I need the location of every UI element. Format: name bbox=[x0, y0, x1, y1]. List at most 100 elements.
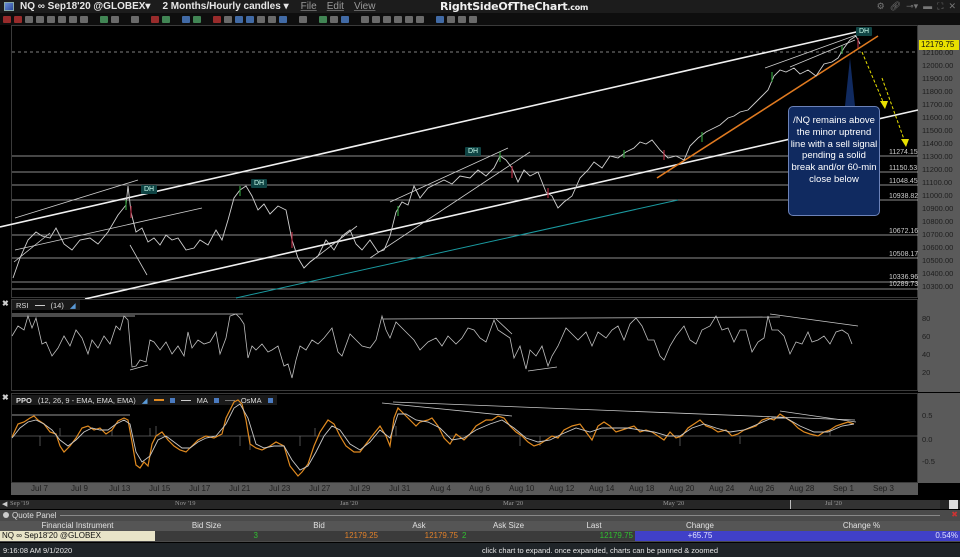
circle-icon[interactable] bbox=[69, 15, 77, 23]
maximize-icon[interactable]: ⛶ bbox=[937, 1, 944, 11]
ppo-edit-icon[interactable]: ◢ bbox=[141, 395, 148, 405]
level-label: 10336.96 bbox=[889, 274, 919, 281]
ppo-axis[interactable]: 0.5 0.0 -0.5 bbox=[918, 393, 960, 483]
rsi-axis[interactable]: 80 60 40 20 bbox=[918, 299, 960, 392]
mountain-icon[interactable] bbox=[182, 15, 190, 23]
chart-toolbar bbox=[0, 13, 960, 25]
ppo-toggle-icon[interactable] bbox=[169, 397, 175, 403]
time-tick: Sep 1 bbox=[833, 484, 854, 493]
rsi-legend[interactable]: RSI (14) ◢ bbox=[12, 300, 80, 310]
collapse-icon[interactable] bbox=[3, 512, 9, 518]
time-tick: Jul 27 bbox=[309, 484, 331, 493]
quote-row[interactable]: NQ ∞ Sep18'20 @GLOBEX 3 12179.25 12179.7… bbox=[0, 531, 960, 541]
price-tick: 11000.00 bbox=[922, 191, 953, 200]
fib-icon[interactable] bbox=[319, 15, 327, 23]
rsi-close-icon[interactable]: ✖ bbox=[2, 299, 9, 308]
filter2-icon[interactable] bbox=[299, 15, 307, 23]
quote-panel-label: Quote Panel bbox=[12, 510, 57, 520]
rsi-edit-icon[interactable]: ◢ bbox=[69, 300, 76, 310]
header-bid-size[interactable]: Bid Size bbox=[191, 521, 222, 530]
scroll-right-icon[interactable] bbox=[394, 15, 402, 23]
zoom-out-icon[interactable] bbox=[372, 15, 380, 23]
header-change-pct[interactable]: Change % bbox=[842, 521, 881, 530]
more-icon[interactable] bbox=[469, 15, 477, 23]
ppo-legend[interactable]: PPO (12, 26, 9 - EMA, EMA, EMA) ◢ MA OsM… bbox=[12, 395, 277, 405]
price-tick: 10800.00 bbox=[922, 217, 954, 226]
fit-icon[interactable] bbox=[405, 15, 413, 23]
chart-type-icon[interactable] bbox=[100, 15, 108, 23]
redo-icon[interactable] bbox=[268, 15, 276, 23]
pan-icon[interactable] bbox=[25, 15, 33, 23]
ma-toggle-icon[interactable] bbox=[213, 397, 219, 403]
globe-icon[interactable] bbox=[58, 15, 66, 23]
menu-view[interactable]: View bbox=[353, 1, 376, 12]
refresh-icon[interactable] bbox=[279, 15, 287, 23]
level-label: 10672.16 bbox=[889, 228, 919, 235]
history-scroller[interactable]: ◀ Sep '19 Nov '19 Jan '20 Mar '20 May '2… bbox=[0, 500, 960, 509]
scroller-label: May '20 bbox=[663, 500, 685, 507]
period-selector[interactable]: 2 Months/Hourly candles ▾ bbox=[162, 1, 289, 12]
scroll-left-arrow-icon[interactable]: ◀ bbox=[2, 501, 8, 508]
symbol-selector[interactable]: NQ ∞ Sep18'20 @GLOBEX▾ bbox=[20, 1, 151, 12]
quote-panel-close-icon[interactable]: ✖ bbox=[951, 510, 958, 519]
text-icon[interactable] bbox=[235, 15, 243, 23]
header-last[interactable]: Last bbox=[586, 521, 602, 530]
channel-icon[interactable] bbox=[341, 15, 349, 23]
filter-icon[interactable] bbox=[131, 15, 139, 23]
data-icon[interactable] bbox=[436, 15, 444, 23]
rsi-tick: 60 bbox=[922, 332, 931, 341]
ppo-close-icon[interactable]: ✖ bbox=[2, 393, 9, 402]
zoom-in-icon[interactable] bbox=[361, 15, 369, 23]
settings-icon[interactable]: ⚙ bbox=[876, 1, 885, 11]
scroll-left-icon[interactable] bbox=[383, 15, 391, 23]
price-tick: 12000.00 bbox=[922, 61, 954, 70]
scroller-label: Nov '19 bbox=[175, 500, 196, 507]
undo-icon[interactable] bbox=[257, 15, 265, 23]
trendline-icon[interactable] bbox=[330, 15, 338, 23]
dot-icon[interactable] bbox=[193, 15, 201, 23]
price-tick: 11800.00 bbox=[922, 87, 953, 96]
pin-icon[interactable]: ⊸▾ bbox=[906, 1, 919, 11]
price-tick: 10600.00 bbox=[922, 243, 954, 252]
dh-marker: DH bbox=[141, 185, 158, 194]
price-pane[interactable] bbox=[11, 25, 918, 298]
header-ask[interactable]: Ask bbox=[412, 521, 426, 530]
header-bid[interactable]: Bid bbox=[313, 521, 325, 530]
image-icon[interactable] bbox=[80, 15, 88, 23]
menu-file[interactable]: File bbox=[300, 1, 317, 12]
close-chart-icon[interactable] bbox=[3, 15, 11, 23]
crosshair-icon[interactable] bbox=[14, 15, 22, 23]
header-instrument[interactable]: Financial Instrument bbox=[41, 521, 114, 530]
bars-icon[interactable] bbox=[162, 15, 170, 23]
minimize-icon[interactable]: ▬ bbox=[923, 1, 933, 11]
header-change[interactable]: Change bbox=[685, 521, 715, 530]
quote-panel-title[interactable]: Quote Panel bbox=[3, 510, 56, 520]
level-label: 10289.73 bbox=[889, 281, 919, 288]
time-axis[interactable]: Jul 7 Jul 9 Jul 13 Jul 15 Jul 17 Jul 21 … bbox=[11, 483, 918, 495]
scroller-thumb[interactable] bbox=[790, 500, 940, 509]
osma-toggle-icon[interactable] bbox=[267, 397, 273, 403]
menu-edit[interactable]: Edit bbox=[326, 1, 344, 12]
rsi-params: (14) bbox=[50, 300, 64, 310]
level-label: 10508.17 bbox=[889, 251, 919, 258]
sync-icon[interactable] bbox=[447, 15, 455, 23]
grid-icon[interactable] bbox=[36, 15, 44, 23]
time-tick: Jul 29 bbox=[349, 484, 371, 493]
print-icon[interactable] bbox=[47, 15, 55, 23]
expand-icon[interactable] bbox=[416, 15, 424, 23]
cursor-icon[interactable] bbox=[224, 15, 232, 23]
draw-line-icon[interactable] bbox=[151, 15, 159, 23]
layout-icon[interactable] bbox=[111, 15, 119, 23]
note-icon[interactable] bbox=[246, 15, 254, 23]
wrench-icon[interactable] bbox=[458, 15, 466, 23]
scroll-right-arrow-icon[interactable] bbox=[949, 500, 958, 509]
analysis-callout: /NQ remains above the minor uptrend line… bbox=[788, 106, 880, 216]
close-icon[interactable]: ✕ bbox=[948, 1, 956, 11]
price-tick: 10900.00 bbox=[922, 204, 954, 213]
link-icon[interactable]: 🔗︎ bbox=[889, 1, 902, 11]
target-icon[interactable] bbox=[213, 15, 221, 23]
price-axis[interactable]: 12100.00 12000.00 11900.00 11800.00 1170… bbox=[918, 25, 960, 299]
header-ask-size[interactable]: Ask Size bbox=[492, 521, 525, 530]
